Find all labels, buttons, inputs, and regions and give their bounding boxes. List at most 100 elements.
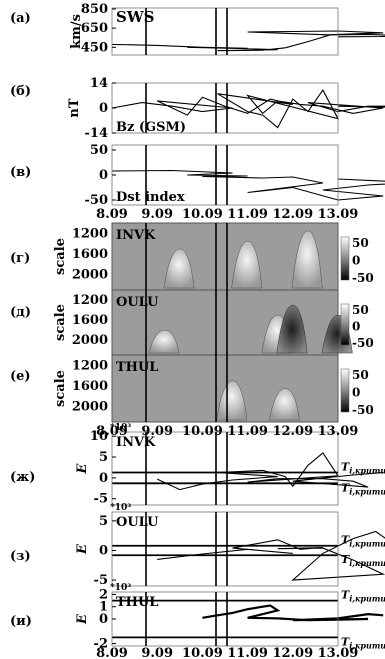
y-tick-label-a-0: 850 — [81, 2, 108, 17]
threshold-subscript: i,крити — [349, 465, 385, 475]
y-tick-label-d-0: 1200 — [72, 293, 108, 308]
x-tick-label-v-4: 12.09 — [272, 207, 313, 222]
plot-frame-a — [111, 7, 339, 56]
y-axis-label-b: nT — [67, 98, 82, 117]
y-tick-label-e-0: 1200 — [72, 358, 108, 373]
colorbar-tick-e-0: 50 — [352, 368, 369, 382]
x-tick-label-v-1: 9.09 — [141, 207, 173, 222]
x-tick-label-v-2: 10.09 — [182, 207, 223, 222]
plot-frame-z — [111, 511, 339, 587]
series-name-zh: INVK — [116, 435, 156, 450]
threshold-subscript: i,крити — [349, 539, 385, 549]
panel-label-e: (е) — [10, 369, 31, 384]
x-tick-label-v-5: 13.09 — [318, 207, 359, 222]
panel-label-d: (д) — [10, 305, 31, 320]
y-axis-label-g: scale — [53, 238, 68, 275]
colorbar-tick-g-2: -50 — [352, 271, 374, 285]
series-line-z — [157, 530, 385, 581]
colorbar-tick-e-1: 0 — [352, 386, 360, 400]
threshold-subscript: i,крити — [349, 594, 385, 604]
y-exponent-z: *10³ — [110, 503, 131, 513]
series-name-v: Dst index — [116, 190, 185, 205]
y-tick-label-e-2: 2000 — [72, 400, 108, 415]
heatmap-feature-g-2 — [291, 230, 323, 289]
x-tick-label-v-0: 8.09 — [96, 207, 128, 222]
y-tick-label-zh-0: 10 — [90, 429, 108, 444]
y-exponent-zh: *10³ — [110, 423, 131, 433]
heatmap-feature-g-1 — [231, 240, 263, 289]
y-tick-label-b-1: 0 — [99, 101, 108, 116]
colorbar-tick-d-1: 0 — [352, 320, 360, 334]
y-axis-label-zh: E — [75, 462, 90, 474]
panel-label-i: (и) — [10, 614, 32, 629]
y-axis-label-i: E — [75, 613, 90, 625]
panel-label-b: (б) — [10, 84, 31, 99]
threshold-label-zh-1: Ti,крити — [341, 481, 385, 496]
series-name-z: OULU — [116, 515, 159, 530]
series-line-i — [202, 604, 384, 622]
y-tick-label-d-2: 2000 — [72, 333, 108, 348]
heatmap-feature-d-2 — [276, 304, 308, 354]
x-tick-label-i-0: 8.09 — [96, 646, 128, 659]
x-tick-label-i-4: 12.09 — [272, 646, 313, 659]
y-tick-label-z-1: 0 — [99, 543, 108, 558]
series-name-b: Bz (GSM) — [116, 120, 186, 135]
y-tick-label-g-2: 2000 — [72, 268, 108, 283]
colorbar-d — [340, 303, 350, 346]
heatmap-feature-e-0 — [216, 380, 248, 421]
y-tick-label-i-0: 2 — [99, 587, 108, 602]
y-tick-label-b-2: -14 — [85, 126, 109, 141]
y-tick-label-i-2: 0 — [99, 612, 108, 627]
y-axis-label-z: E — [75, 543, 90, 555]
y-axis-label-d: scale — [53, 304, 68, 341]
y-exponent-i: *10³ — [110, 583, 131, 593]
x-tick-label-i-3: 11.09 — [227, 646, 268, 659]
series-line-a — [111, 30, 385, 52]
y-tick-label-zh-2: 0 — [99, 471, 108, 486]
heatmap-feature-e-1 — [268, 388, 300, 421]
y-tick-label-z-0: 5 — [99, 514, 108, 529]
y-tick-label-g-0: 1200 — [72, 226, 108, 241]
panel-label-v: (в) — [10, 165, 31, 180]
series-name-a: SWS — [116, 8, 155, 26]
x-tick-label-i-5: 13.09 — [318, 646, 359, 659]
series-name-i: THUL — [116, 595, 158, 610]
series-line-zh — [156, 452, 384, 491]
threshold-subscript: i,крити — [349, 640, 385, 650]
plot-frame-zh — [111, 431, 339, 506]
threshold-label-z-1: Ti,крити — [341, 553, 385, 568]
y-tick-label-v-1: 0 — [99, 168, 108, 183]
y-tick-label-i-3: -2 — [94, 637, 108, 652]
y-tick-label-zh-1: 5 — [99, 450, 108, 465]
colorbar-e — [340, 368, 350, 413]
y-tick-label-a-1: 650 — [81, 21, 108, 36]
colorbar-tick-d-0: 50 — [352, 303, 369, 317]
colorbar-tick-e-2: -50 — [352, 403, 374, 417]
y-tick-label-v-2: -50 — [85, 193, 109, 208]
y-tick-label-d-1: 1600 — [72, 313, 108, 328]
y-tick-label-e-1: 1600 — [72, 379, 108, 394]
colorbar-g — [340, 236, 350, 281]
threshold-subscript: i,крити — [349, 558, 385, 568]
y-tick-label-b-0: 14 — [90, 76, 108, 91]
station-name-d: OULU — [116, 295, 159, 310]
station-name-g: INVK — [116, 228, 156, 243]
x-tick-label-e-4: 12.09 — [272, 424, 313, 439]
panel-label-g: (г) — [10, 251, 30, 266]
y-tick-label-zh-3: -5 — [94, 492, 108, 507]
colorbar-tick-d-2: -50 — [352, 336, 374, 350]
station-name-e: THUL — [116, 360, 158, 375]
y-tick-label-g-1: 1600 — [72, 247, 108, 262]
x-tick-label-i-2: 10.09 — [182, 646, 223, 659]
x-tick-label-e-3: 11.09 — [227, 424, 268, 439]
y-tick-label-z-2: -5 — [94, 573, 108, 588]
colorbar-tick-g-1: 0 — [352, 254, 360, 268]
x-tick-label-i-1: 9.09 — [141, 646, 173, 659]
x-tick-label-e-5: 13.09 — [318, 424, 359, 439]
heatmap-feature-d-0 — [148, 329, 180, 354]
heatmap-feature-g-0 — [163, 248, 195, 289]
y-axis-label-a: km/s — [69, 14, 84, 49]
y-tick-label-v-0: 50 — [90, 143, 108, 158]
x-tick-label-v-3: 11.09 — [227, 207, 268, 222]
